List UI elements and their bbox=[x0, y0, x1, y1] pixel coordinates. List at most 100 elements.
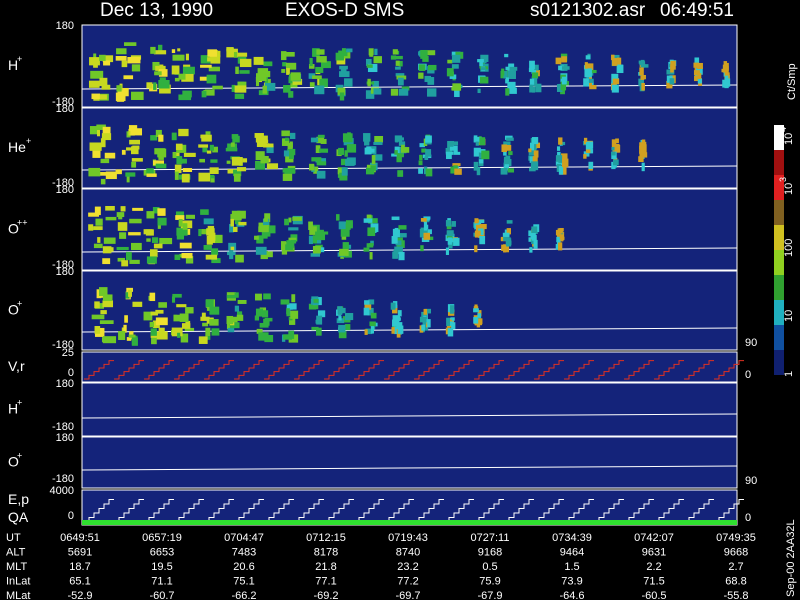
spectro-cell bbox=[394, 150, 398, 155]
spectro-cell bbox=[283, 150, 290, 157]
spectro-cell bbox=[94, 326, 101, 334]
spectro-cell bbox=[533, 142, 541, 149]
spectro-cell bbox=[479, 137, 486, 146]
spectro-cell bbox=[89, 57, 100, 66]
spectro-cell bbox=[150, 46, 156, 54]
cell: 0749:35 bbox=[716, 532, 756, 544]
spectro-cell bbox=[155, 65, 166, 71]
spectro-cell bbox=[419, 316, 427, 323]
spectro-cell bbox=[369, 252, 373, 260]
spectro-cell bbox=[237, 299, 247, 304]
spectro-cell bbox=[473, 136, 482, 143]
spectro-cell bbox=[201, 134, 212, 142]
spectro-cell bbox=[532, 156, 538, 164]
spectro-cell bbox=[503, 149, 507, 156]
spectro-cell bbox=[288, 237, 297, 241]
spectro-cell bbox=[364, 147, 372, 155]
spectro-cell bbox=[115, 92, 126, 102]
spectro-cell bbox=[420, 49, 428, 59]
spectro-cell bbox=[172, 151, 180, 159]
spectro-cell bbox=[315, 66, 324, 73]
colorbar-label: 1 bbox=[783, 371, 795, 377]
spectro-cell bbox=[535, 83, 542, 93]
spectro-cell bbox=[639, 67, 644, 76]
spectro-cell bbox=[288, 154, 294, 159]
spectro-cell bbox=[531, 137, 539, 145]
spectro-cell bbox=[392, 228, 400, 238]
spectro-cell bbox=[313, 166, 319, 174]
spectro-cell bbox=[478, 152, 483, 159]
spectro-cell bbox=[178, 128, 189, 137]
spectro-cell bbox=[283, 85, 291, 93]
cell: 0649:51 bbox=[60, 532, 100, 544]
spectro-cell bbox=[258, 222, 269, 229]
spectro-cell bbox=[155, 309, 164, 314]
spectro-cell bbox=[342, 223, 351, 230]
spectro-cell bbox=[479, 236, 486, 245]
spectro-cell bbox=[131, 91, 144, 100]
spectro-cell bbox=[104, 152, 116, 159]
spectro-cell bbox=[505, 237, 511, 246]
spectro-cell bbox=[589, 69, 597, 74]
cell: 0742:07 bbox=[634, 532, 674, 544]
spectro-cell bbox=[256, 138, 267, 148]
colorbar-cell bbox=[774, 200, 784, 225]
spectro-cell bbox=[344, 150, 348, 157]
spectro-cell bbox=[288, 330, 295, 339]
spectro-cell bbox=[556, 146, 561, 151]
spectro-cell bbox=[115, 169, 122, 175]
spectro-cell bbox=[100, 138, 106, 148]
spectro-cell bbox=[448, 244, 453, 249]
cell: 75.9 bbox=[479, 576, 500, 588]
spectro-cell bbox=[390, 302, 396, 310]
spectro-cell bbox=[283, 334, 292, 340]
spectro-cell bbox=[316, 327, 322, 336]
spectro-cell bbox=[395, 60, 400, 66]
spectro-cell bbox=[418, 64, 426, 72]
spectro-cell bbox=[153, 50, 167, 55]
spectro-cell bbox=[210, 175, 215, 183]
spectro-cell bbox=[367, 307, 374, 316]
spectro-cell bbox=[639, 145, 644, 154]
spectro-cell bbox=[340, 68, 347, 76]
spectro-cell bbox=[176, 152, 180, 157]
spectro-cell bbox=[561, 66, 570, 70]
spectro-cell bbox=[179, 313, 189, 322]
spectro-cell bbox=[481, 67, 486, 71]
panel-sup: + bbox=[17, 451, 22, 461]
spectro-cell bbox=[367, 78, 371, 87]
cell: -69.7 bbox=[395, 590, 420, 600]
axis-bottom: -180 bbox=[52, 473, 74, 485]
spectro-cell bbox=[131, 64, 141, 72]
spectro-cell bbox=[230, 246, 235, 251]
spectro-cell bbox=[287, 303, 297, 310]
spectro-cell bbox=[103, 237, 116, 244]
spectro-cell bbox=[374, 48, 378, 56]
spectro-cell bbox=[209, 144, 214, 151]
spectro-cell bbox=[336, 214, 340, 221]
spectro-cell bbox=[256, 328, 263, 334]
spectro-cell bbox=[364, 138, 370, 146]
cell: -66.2 bbox=[231, 590, 256, 600]
spectro-cell bbox=[612, 78, 620, 85]
spectro-cell bbox=[509, 66, 518, 71]
spectro-cell bbox=[230, 218, 234, 227]
spectro-cell bbox=[129, 139, 140, 145]
spectro-cell bbox=[174, 164, 182, 174]
spectro-cell bbox=[287, 148, 296, 156]
spectro-cell bbox=[473, 317, 479, 324]
spectro-cell bbox=[666, 83, 673, 88]
spectro-cell bbox=[450, 242, 456, 246]
spectro-cell bbox=[176, 304, 187, 308]
spectro-cell bbox=[88, 224, 94, 231]
spectro-cell bbox=[98, 287, 108, 296]
spectro-cell bbox=[454, 168, 462, 175]
spectro-cell bbox=[146, 256, 157, 264]
spectro-cell bbox=[181, 73, 194, 82]
spectro-cell bbox=[447, 59, 453, 64]
spectro-cell bbox=[479, 159, 484, 164]
spectro-cell bbox=[372, 218, 378, 224]
spectro-cell bbox=[532, 64, 539, 71]
spectro-cell bbox=[125, 292, 130, 299]
spectro-cell bbox=[342, 242, 349, 250]
